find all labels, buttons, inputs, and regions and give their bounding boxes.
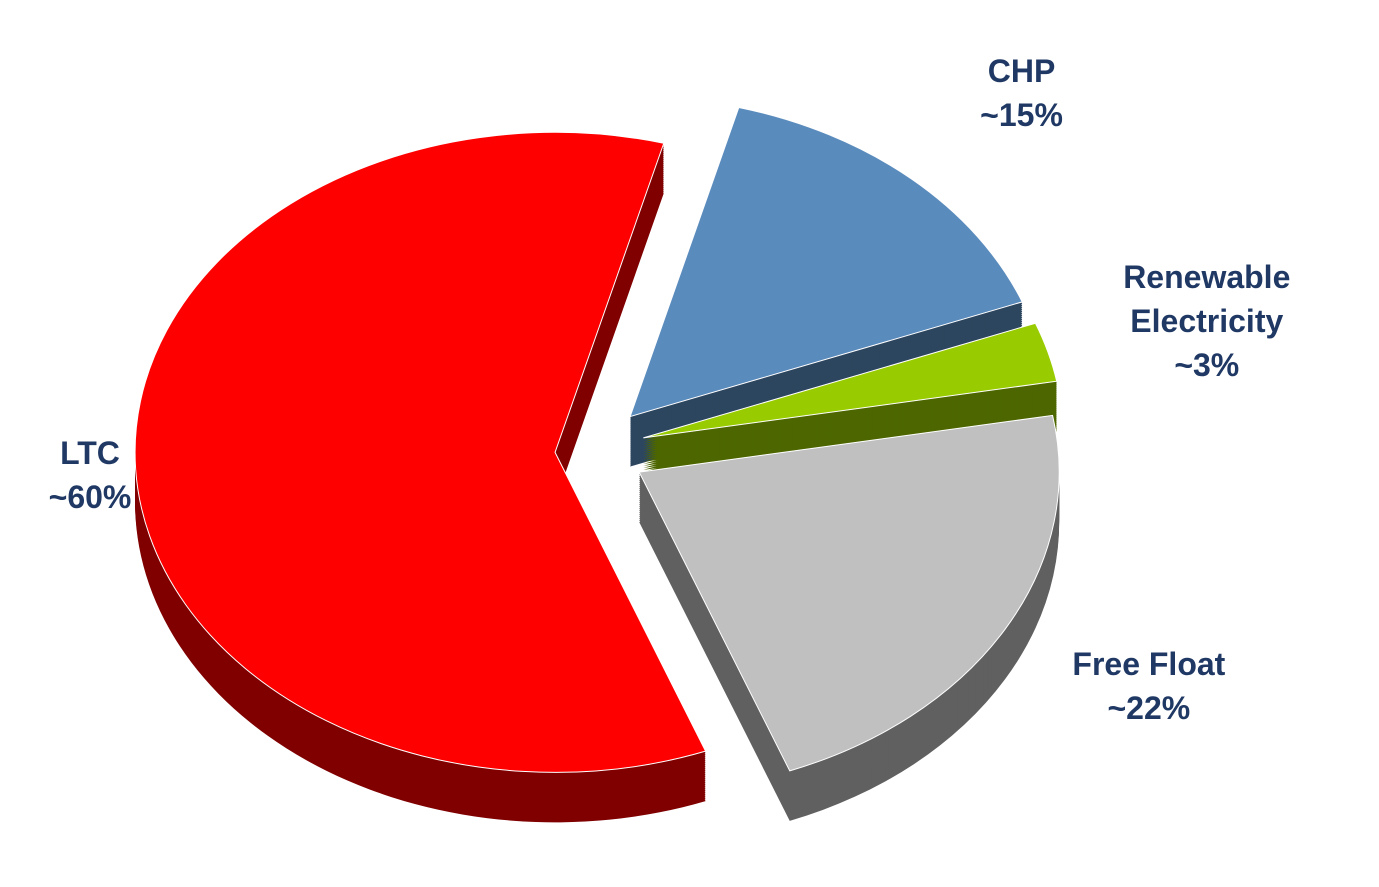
category-label: CHP: [912, 49, 1132, 93]
slice-label: Renewable Electricity~3%: [1097, 255, 1317, 387]
slice-label: Free Float~22%: [1039, 642, 1259, 730]
value-label: ~3%: [1097, 343, 1317, 387]
category-label: Free Float: [1039, 642, 1259, 686]
value-label: ~22%: [1039, 686, 1259, 730]
slice-label: LTC~60%: [0, 431, 200, 519]
slice-label: CHP~15%: [912, 49, 1132, 137]
value-label: ~60%: [0, 475, 200, 519]
chart: [0, 0, 1379, 887]
slice: [639, 415, 1059, 770]
value-label: ~15%: [912, 93, 1132, 137]
category-label: Renewable Electricity: [1097, 255, 1317, 343]
page: (() => { const data = JSON.parse(documen…: [0, 0, 1379, 887]
category-label: LTC: [0, 431, 200, 475]
